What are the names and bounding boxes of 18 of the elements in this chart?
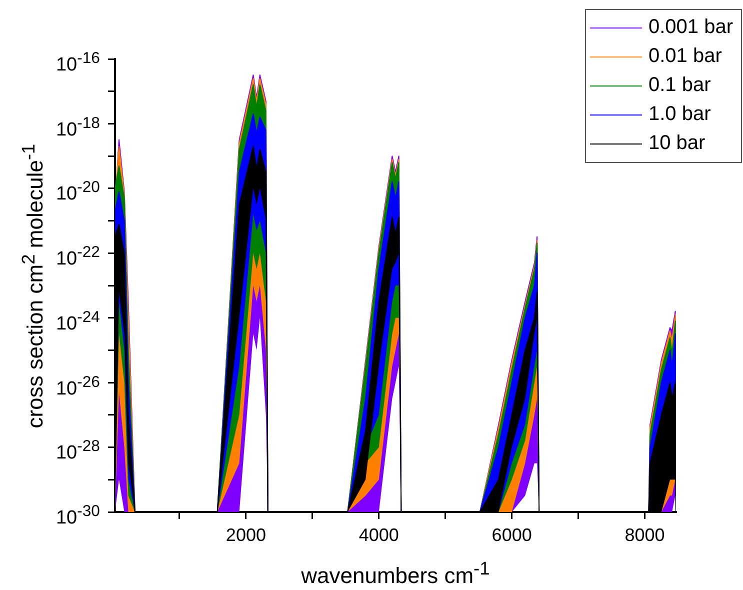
x-tick-label: 4000 [358,524,399,545]
legend-label: 0.01 bar [648,45,722,68]
legend-label: 1.0 bar [648,103,711,126]
x-tick-label: 8000 [624,524,665,545]
y-tick-label: 10$^{-24}$ [56,308,100,336]
x-tick-label: 2000 [226,524,266,545]
y-tick-label: 10$^{-26}$ [56,372,100,401]
legend-label: 0.001 bar [648,16,733,39]
y-tick-label: 10$^{-22}$ [56,243,100,272]
y-tick-label: 10$^{-16}$ [56,49,100,78]
y-tick-label: 10$^{-30}$ [56,502,100,530]
legend-label: 0.1 bar [648,74,711,97]
legend-label: 10 bar [648,132,706,155]
x-axis-title: wavenumbers cm$^{-1}$ [301,558,490,588]
y-tick-label: 10$^{-18}$ [56,114,100,142]
x-tick-label: 6000 [492,524,532,545]
y-tick-label: 10$^{-28}$ [56,437,100,466]
y-tick-label: 10$^{-20}$ [56,178,100,207]
